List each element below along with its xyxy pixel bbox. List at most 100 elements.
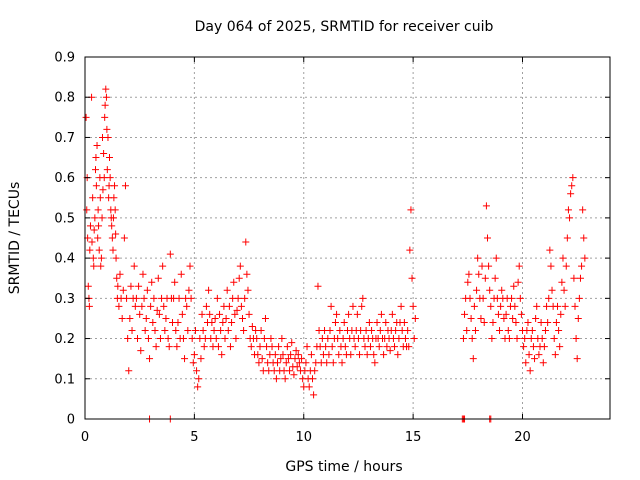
data-point xyxy=(205,286,213,294)
data-point xyxy=(193,367,201,375)
data-point xyxy=(161,327,169,335)
data-point xyxy=(552,318,560,326)
data-point xyxy=(89,254,97,262)
data-point xyxy=(97,254,105,262)
data-point xyxy=(283,343,291,351)
data-point xyxy=(510,282,518,290)
data-point xyxy=(155,310,163,318)
data-point xyxy=(394,351,402,359)
y-tick-label: 0.4 xyxy=(54,252,75,267)
data-point xyxy=(235,274,243,282)
data-point xyxy=(302,359,310,367)
data-point xyxy=(278,335,286,343)
data-point xyxy=(551,351,559,359)
data-point xyxy=(522,359,530,367)
x-tick-label: 15 xyxy=(405,430,422,445)
data-point xyxy=(213,294,221,302)
data-point xyxy=(410,335,418,343)
data-point xyxy=(391,343,399,351)
data-point xyxy=(236,262,244,270)
data-point xyxy=(197,355,205,363)
data-point xyxy=(545,294,553,302)
data-point xyxy=(538,335,546,343)
data-point xyxy=(489,318,497,326)
x-tick-label: 0 xyxy=(81,430,89,445)
data-point xyxy=(239,314,246,322)
data-point xyxy=(128,327,136,335)
data-point xyxy=(97,262,105,270)
data-marks xyxy=(82,85,589,423)
data-point xyxy=(408,274,416,282)
data-point xyxy=(84,282,92,290)
data-point xyxy=(212,335,220,343)
data-point xyxy=(480,318,488,326)
data-point xyxy=(358,302,366,310)
data-point xyxy=(237,302,245,310)
data-point xyxy=(535,351,543,359)
data-point xyxy=(255,359,263,367)
data-point xyxy=(172,327,180,335)
data-point xyxy=(232,335,240,343)
data-point xyxy=(411,314,419,322)
data-point xyxy=(191,327,199,335)
data-point xyxy=(508,294,516,302)
data-point xyxy=(216,310,224,318)
data-point xyxy=(134,335,141,343)
data-point xyxy=(533,302,541,310)
data-point xyxy=(560,286,568,294)
data-point xyxy=(359,294,367,302)
data-point xyxy=(88,238,96,246)
data-point xyxy=(325,351,333,359)
data-point xyxy=(366,343,374,351)
data-point xyxy=(532,314,540,322)
data-point xyxy=(119,286,127,294)
data-point xyxy=(541,327,549,335)
x-tick-label: 20 xyxy=(514,430,531,445)
data-point xyxy=(571,302,579,310)
data-point xyxy=(291,355,299,363)
data-point xyxy=(141,327,149,335)
data-point xyxy=(515,262,523,270)
data-point xyxy=(233,306,241,314)
data-point xyxy=(516,294,524,302)
data-point xyxy=(517,310,525,318)
data-point xyxy=(118,314,126,322)
data-point xyxy=(575,294,583,302)
data-point xyxy=(92,166,99,174)
x-tick-label: 5 xyxy=(190,430,198,445)
data-point xyxy=(481,274,489,282)
data-point xyxy=(148,278,156,286)
data-point xyxy=(514,278,522,286)
data-point xyxy=(95,222,103,230)
data-point xyxy=(240,327,248,335)
data-point xyxy=(395,335,403,343)
data-point xyxy=(465,270,473,278)
data-point xyxy=(222,314,230,322)
data-point xyxy=(247,343,255,351)
data-point xyxy=(156,335,164,343)
data-point xyxy=(260,335,268,343)
data-point xyxy=(98,214,106,222)
data-point xyxy=(150,294,158,302)
data-point xyxy=(461,310,469,318)
data-point xyxy=(469,355,477,363)
data-point xyxy=(244,286,252,294)
data-point xyxy=(405,343,413,351)
data-point xyxy=(139,270,147,278)
data-point xyxy=(284,355,292,363)
data-point xyxy=(397,302,405,310)
data-point xyxy=(100,174,108,182)
data-point xyxy=(108,234,116,242)
x-axis-label: GPS time / hours xyxy=(285,459,402,475)
data-point xyxy=(339,335,347,343)
data-point xyxy=(245,310,253,318)
data-point xyxy=(578,262,586,270)
data-point xyxy=(564,206,572,214)
data-point xyxy=(225,302,233,310)
chart-title: Day 064 of 2025, SRMTID for receiver cui… xyxy=(195,19,494,35)
data-point xyxy=(85,302,93,310)
data-point xyxy=(198,310,206,318)
data-point xyxy=(293,363,301,371)
data-point xyxy=(91,214,99,222)
plot-frame xyxy=(84,56,611,420)
